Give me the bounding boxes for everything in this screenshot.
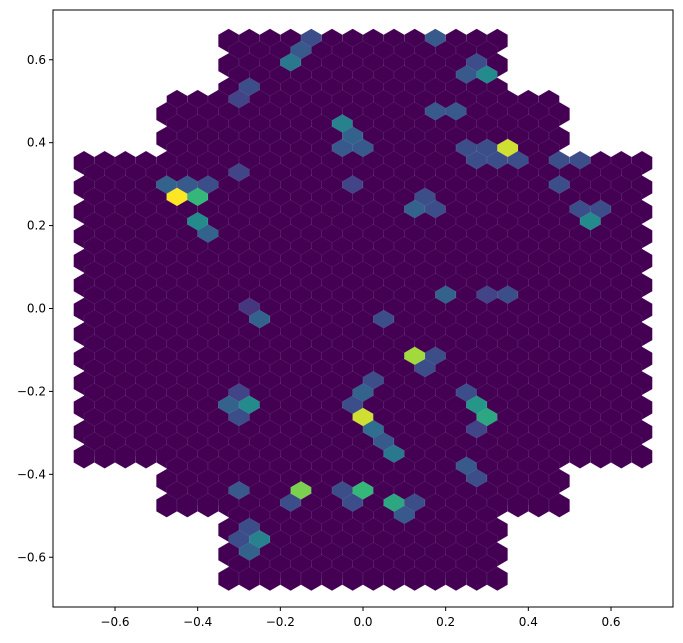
hex-cell xyxy=(548,493,570,518)
y-tick-label: −0.6 xyxy=(17,550,46,564)
y-tick-label: 0.6 xyxy=(27,53,46,67)
x-tick-label: −0.6 xyxy=(100,615,129,629)
hex-cell xyxy=(486,566,508,591)
y-tick-label: 0.0 xyxy=(27,302,46,316)
x-tick-label: 0.0 xyxy=(353,615,372,629)
x-axis-ticks: −0.6 −0.4 −0.2 0.0 0.2 0.4 0.6 xyxy=(100,607,621,629)
x-tick-label: 0.4 xyxy=(519,615,538,629)
x-tick-label: 0.6 xyxy=(601,615,620,629)
y-tick-label: 0.2 xyxy=(27,219,46,233)
y-tick-label: −0.2 xyxy=(17,384,46,398)
hex-cells xyxy=(73,28,653,591)
x-tick-label: −0.4 xyxy=(183,615,212,629)
x-tick-label: 0.2 xyxy=(436,615,455,629)
y-tick-label: −0.4 xyxy=(17,467,46,481)
y-tick-label: 0.4 xyxy=(27,136,46,150)
hex-cell xyxy=(631,444,653,469)
y-axis-ticks: −0.6 −0.4 −0.2 0.0 0.2 0.4 0.6 xyxy=(17,53,53,564)
x-tick-label: −0.2 xyxy=(266,615,295,629)
